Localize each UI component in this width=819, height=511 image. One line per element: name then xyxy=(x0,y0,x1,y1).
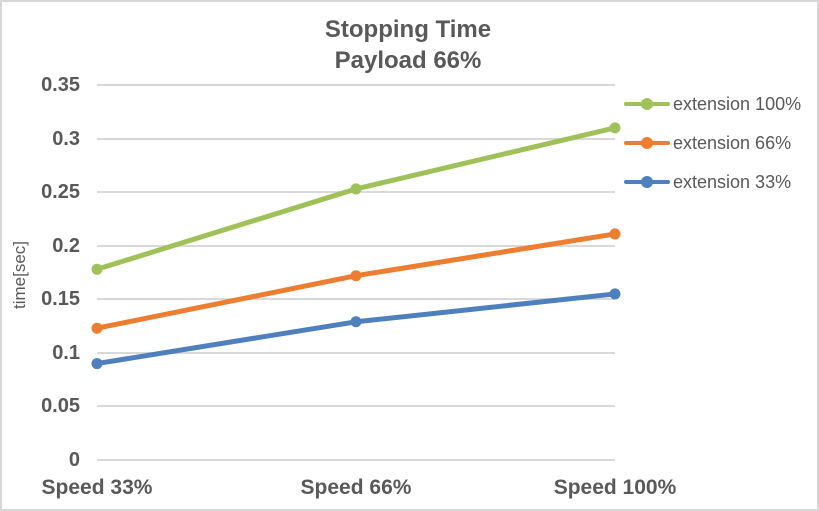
data-point xyxy=(609,228,621,240)
data-point xyxy=(91,358,103,370)
y-tick-label: 0.1 xyxy=(52,341,80,364)
legend-item: extension 33% xyxy=(624,169,791,195)
series-line-extension-33- xyxy=(94,291,618,367)
gridline xyxy=(97,298,615,301)
x-tick-label: Speed 33% xyxy=(41,476,153,499)
gridline xyxy=(97,137,615,140)
gridline xyxy=(97,459,615,461)
data-point xyxy=(350,270,362,282)
data-point xyxy=(609,288,621,300)
gridline xyxy=(97,244,615,247)
legend-swatch-dot xyxy=(641,137,653,149)
legend-swatch-line xyxy=(624,98,670,110)
legend-item: extension 100% xyxy=(624,91,801,117)
x-tick-label: Speed 100% xyxy=(553,476,677,499)
y-tick-label: 0.05 xyxy=(41,395,80,418)
y-tick-label: 0.35 xyxy=(41,74,80,96)
legend-label: extension 100% xyxy=(673,93,802,114)
y-tick-label: 0.25 xyxy=(41,181,80,204)
data-point xyxy=(609,122,621,134)
data-point xyxy=(350,316,362,328)
y-tick-label: 0.3 xyxy=(52,127,80,150)
legend-item: extension 66% xyxy=(624,130,791,156)
y-tick-label: 0 xyxy=(68,449,80,471)
gridline xyxy=(97,405,615,408)
y-tick-label: 0.2 xyxy=(52,234,80,257)
chart-title-line1: Stopping Time xyxy=(324,16,492,43)
gridline xyxy=(97,351,615,354)
data-point xyxy=(91,322,103,334)
legend-swatch-dot xyxy=(641,176,653,188)
chart-title: Stopping Time Payload 66% xyxy=(2,14,814,76)
chart-title-line2: Payload 66% xyxy=(334,47,482,74)
legend-label: extension 66% xyxy=(673,132,792,153)
data-point xyxy=(91,263,103,275)
legend-swatch-line xyxy=(624,137,670,149)
legend-label: extension 33% xyxy=(673,171,792,192)
gridline xyxy=(97,84,615,86)
y-tick-label: 0.15 xyxy=(41,288,80,311)
x-tick-label: Speed 66% xyxy=(300,476,412,499)
legend-swatch-line xyxy=(624,176,670,188)
data-point xyxy=(350,183,362,195)
legend-swatch-dot xyxy=(641,98,653,110)
